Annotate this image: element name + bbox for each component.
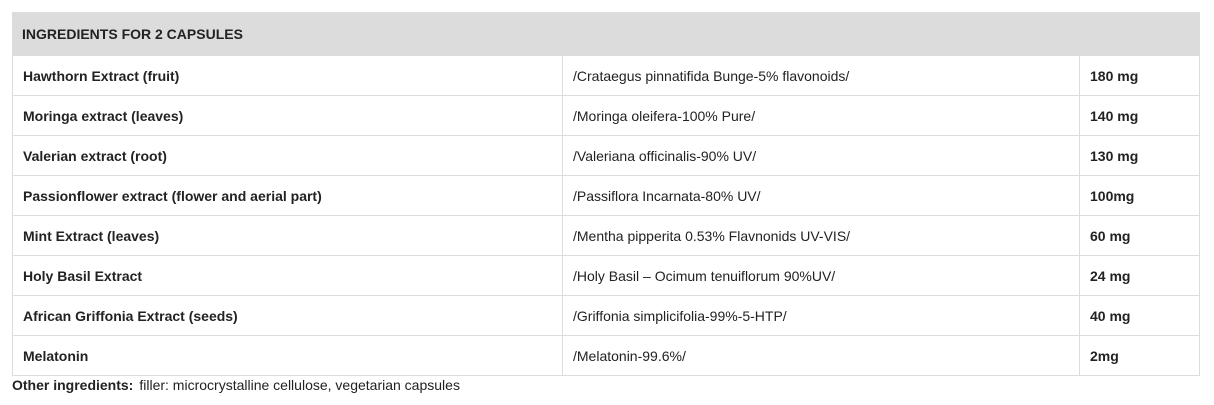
cell-name: Mint Extract (leaves) [12,215,563,256]
table-row: Holy Basil Extract/Holy Basil – Ocimum t… [12,255,1201,296]
cell-src: /Holy Basil – Ocimum tenuiflorum 90%UV/ [562,255,1080,296]
cell-src: /Melatonin-99.6%/ [562,335,1080,376]
cell-src: /Moringa oleifera-100% Pure/ [562,95,1080,136]
cell-name: Hawthorn Extract (fruit) [12,55,563,96]
cell-name: Melatonin [12,335,563,376]
cell-src: /Passiflora Incarnata-80% UV/ [562,175,1080,216]
cell-name: African Griffonia Extract (seeds) [12,295,563,336]
cell-src: /Mentha pipperita 0.53% Flavnonids UV-VI… [562,215,1080,256]
cell-src: /Crataegus pinnatifida Bunge-5% flavonoi… [562,55,1080,96]
cell-amt: 24 mg [1078,255,1201,296]
table-row: Valerian extract (root)/Valeriana offici… [12,135,1201,176]
cell-amt: 130 mg [1078,135,1201,176]
cell-name: Holy Basil Extract [12,255,563,296]
cell-name: Moringa extract (leaves) [12,95,563,136]
cell-amt: 140 mg [1078,95,1201,136]
footer-label: Other ingredients: [12,377,134,393]
cell-src: /Griffonia simplicifolia-99%-5-HTP/ [562,295,1080,336]
cell-amt: 2mg [1078,335,1201,376]
table-row: Hawthorn Extract (fruit)/Crataegus pinna… [12,55,1201,96]
footer-text: filler: microcrystalline cellulose, vege… [139,377,460,393]
cell-amt: 100mg [1078,175,1201,216]
ingredients-table: INGREDIENTS FOR 2 CAPSULES Hawthorn Extr… [11,12,1201,376]
cell-amt: 60 mg [1078,215,1201,256]
other-ingredients: Other ingredients: filler: microcrystalli… [12,377,460,393]
table-row: Melatonin/Melatonin-99.6%/2mg [12,335,1201,376]
table-title: INGREDIENTS FOR 2 CAPSULES [11,12,1201,56]
table-row: Moringa extract (leaves)/Moringa oleifer… [12,95,1201,136]
cell-name: Valerian extract (root) [12,135,563,176]
cell-src: /Valeriana officinalis-90% UV/ [562,135,1080,176]
table-row: Mint Extract (leaves)/Mentha pipperita 0… [12,215,1201,256]
cell-amt: 40 mg [1078,295,1201,336]
table-row: African Griffonia Extract (seeds)/Griffo… [12,295,1201,336]
table-row: Passionflower extract (flower and aerial… [12,175,1201,216]
cell-amt: 180 mg [1078,55,1201,96]
cell-name: Passionflower extract (flower and aerial… [12,175,563,216]
